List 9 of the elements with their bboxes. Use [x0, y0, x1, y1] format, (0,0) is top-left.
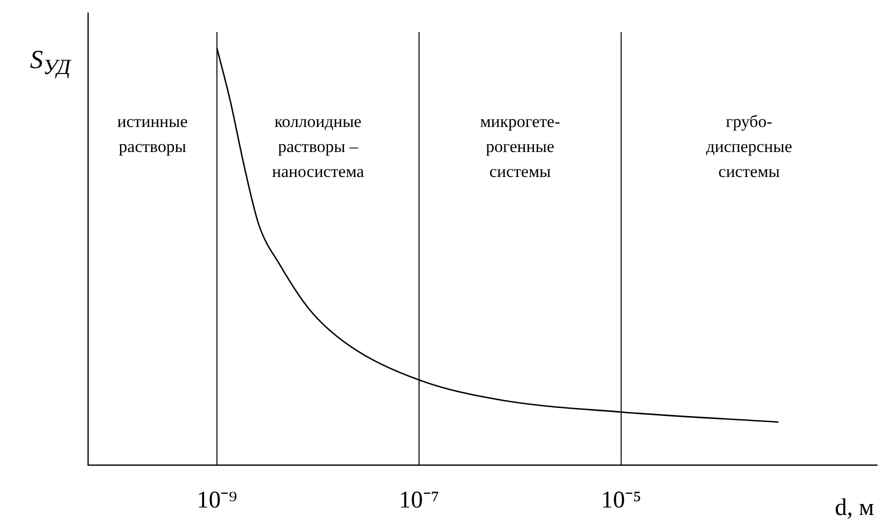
- x-tick-label: 10⁻⁹: [196, 488, 238, 514]
- annotation: грубо- дисперсные системы: [706, 112, 792, 181]
- y-axis-title: S$_{УД}$: [30, 45, 70, 80]
- x-tick-label: 10⁻⁷: [398, 488, 440, 514]
- annotation: истинные растворы: [117, 112, 188, 156]
- annotation: коллоидные растворы – наносистема: [272, 112, 364, 181]
- annotation: микрогете- рогенные системы: [480, 112, 560, 181]
- x-tick-label: 10⁻⁵: [600, 488, 642, 514]
- x-axis-title: d, м: [834, 495, 874, 522]
